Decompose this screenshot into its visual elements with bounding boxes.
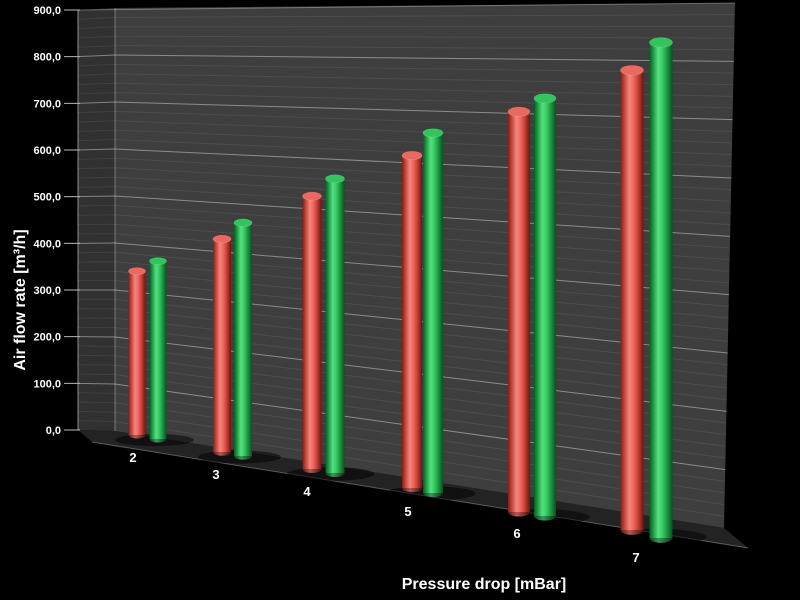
gridline-major-leftwall	[77, 54, 116, 58]
x-category-label: 2	[129, 450, 136, 465]
y-tick-label: 400,0	[33, 238, 61, 250]
bar-green-5-body	[423, 132, 443, 493]
gridline-minor-leftwall	[77, 110, 116, 114]
bar-green-7-top	[649, 37, 673, 48]
bar-green-3-top	[233, 218, 253, 227]
bar-red-5-body	[402, 155, 422, 488]
bar-green-2-top	[149, 257, 167, 266]
gridline-minor-leftwall	[77, 204, 116, 207]
gridline-minor-leftwall	[77, 186, 116, 188]
gridline-minor-leftwall	[77, 139, 116, 142]
gridline-minor-leftwall	[77, 392, 116, 394]
gridline-minor-leftwall	[77, 120, 116, 123]
bar-red-4-top	[302, 191, 322, 201]
gridline-major-leftwall	[77, 195, 116, 198]
bar-red-2-body	[128, 271, 146, 435]
y-axis-title: Air flow rate [m³/h]	[12, 229, 29, 371]
gridline-minor-leftwall	[77, 157, 116, 160]
y-tick-label: 900,0	[33, 5, 61, 17]
bar-red-2-top	[128, 267, 146, 276]
bar-red-7-top	[620, 65, 644, 76]
y-tick-label: 500,0	[33, 192, 61, 204]
gridline-minor	[114, 14, 735, 18]
y-tick-label: 700,0	[33, 98, 61, 110]
gridline-minor-leftwall	[77, 45, 116, 48]
y-tick-label: 300,0	[33, 285, 61, 297]
x-category-label: 7	[632, 550, 639, 565]
bar-green-3-body	[234, 222, 252, 456]
gridline-minor-leftwall	[77, 35, 116, 39]
y-tick-label: 0,0	[46, 425, 61, 437]
gridline-minor-leftwall	[77, 16, 116, 20]
gridline-minor-leftwall	[77, 82, 116, 86]
wall-top-edge	[77, 2, 736, 11]
gridline-minor-leftwall	[77, 167, 116, 170]
gridline-minor-leftwall	[77, 373, 116, 376]
x-category-label: 4	[303, 484, 311, 499]
gridline-major-leftwall	[77, 101, 116, 104]
bar-red-3-body	[213, 239, 231, 452]
gridline-minor-leftwall	[77, 73, 116, 76]
y-tick-label: 800,0	[33, 52, 61, 64]
bar-red-5-top	[401, 151, 423, 161]
gridline-minor	[114, 45, 735, 51]
bar-red-7-body	[620, 70, 644, 530]
gridline-minor-leftwall	[77, 176, 116, 179]
bar-red-3-top	[212, 234, 232, 244]
y-tick-label: 600,0	[33, 145, 61, 157]
bar-red-6-body	[508, 111, 530, 513]
bar-red-4-body	[302, 196, 322, 469]
y-tick-label: 200,0	[33, 332, 61, 344]
gridline-minor	[114, 35, 735, 39]
bar-green-4-top	[325, 174, 345, 184]
x-category-label: 6	[513, 526, 520, 541]
bar-green-7-body	[649, 42, 673, 539]
gridline-minor-leftwall	[77, 401, 116, 404]
gridline-minor-leftwall	[77, 420, 116, 423]
gridline-minor-leftwall	[77, 410, 116, 413]
bar-green-6-body	[534, 98, 556, 517]
y-tick-label: 100,0	[33, 378, 61, 390]
gridline-minor-leftwall	[77, 26, 116, 30]
gridline-minor-leftwall	[77, 214, 116, 216]
left-wall	[78, 8, 115, 431]
bar-green-2-body	[149, 261, 167, 439]
gridline-minor-leftwall	[77, 364, 116, 366]
bar-green-6-top	[533, 93, 557, 104]
gridline-major	[114, 54, 734, 62]
gridline-minor-leftwall	[77, 63, 116, 67]
bar-green-5-top	[422, 128, 444, 138]
x-category-label: 5	[404, 504, 411, 519]
x-category-label: 3	[212, 467, 219, 482]
bar-red-6-top	[507, 106, 531, 117]
gridline-major-leftwall	[77, 382, 116, 385]
x-axis-title: Pressure drop [mBar]	[401, 576, 567, 593]
bar-green-4-body	[325, 178, 345, 473]
gridline-major-leftwall	[77, 148, 116, 151]
gridline-minor-leftwall	[77, 92, 116, 95]
gridline-minor-leftwall	[77, 129, 116, 132]
